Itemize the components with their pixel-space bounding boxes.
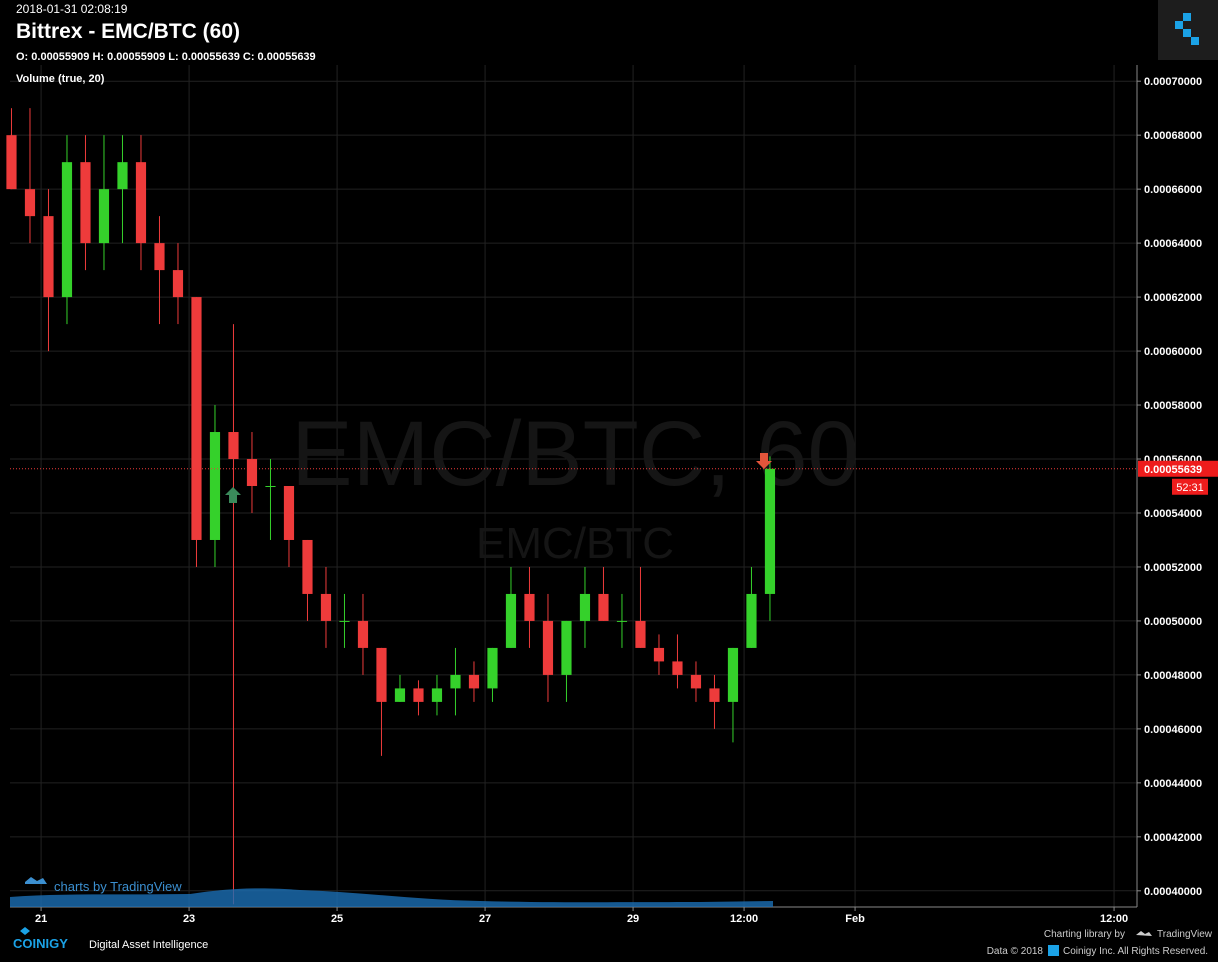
- coinigy-mini: [1048, 945, 1059, 956]
- candle-body: [265, 486, 276, 487]
- timestamp: 2018-01-31 02:08:19: [16, 2, 128, 16]
- candle-body: [302, 539, 313, 594]
- y-tick-label: 0.00050000: [1144, 616, 1202, 628]
- candle-body: [283, 486, 295, 540]
- tv-icon: [25, 877, 47, 884]
- candle-body: [339, 620, 350, 622]
- y-tick-label: 0.00070000: [1144, 76, 1202, 88]
- candle-body: [135, 162, 147, 244]
- y-tick-label: 0.00060000: [1144, 346, 1202, 358]
- candle-body: [80, 162, 91, 244]
- x-tick-label: 25: [331, 913, 343, 925]
- candle-body: [320, 593, 332, 621]
- candle-body: [487, 647, 498, 689]
- y-tick-label: 0.00068000: [1144, 130, 1202, 142]
- y-tick-label: 0.00064000: [1144, 238, 1202, 250]
- last-price-label: 0.00055639: [1144, 464, 1202, 476]
- candle-body: [727, 647, 739, 702]
- candle-body: [561, 620, 572, 675]
- y-tick-label: 0.00042000: [1144, 832, 1202, 844]
- brand: COINIGY: [13, 936, 68, 951]
- candle-body: [413, 688, 424, 702]
- candle-body: [246, 459, 258, 486]
- candle-body: [154, 243, 165, 271]
- candle-body: [468, 674, 480, 689]
- countdown-box: [1172, 478, 1208, 495]
- y-tick-label: 0.00054000: [1144, 508, 1202, 520]
- candle-body: [524, 593, 535, 621]
- candle-body: [394, 688, 406, 702]
- y-tick-label: 0.00058000: [1144, 400, 1202, 412]
- candle-body: [450, 674, 461, 689]
- coinigy-icon: [20, 927, 30, 935]
- data-credit: Data © 2018: [987, 946, 1044, 957]
- candle-body: [579, 593, 591, 621]
- countdown: 52:31: [1176, 482, 1204, 494]
- candles: [6, 108, 776, 905]
- x-tick-label: 27: [479, 913, 491, 925]
- volume-area: [10, 888, 773, 907]
- last-price-box: [1138, 460, 1218, 477]
- y-tick-label: 0.00052000: [1144, 562, 1202, 574]
- candle-body: [672, 661, 683, 675]
- tagline: Digital Asset Intelligence: [89, 939, 208, 951]
- candle-body: [653, 647, 665, 662]
- y-tick-label: 0.00048000: [1144, 670, 1202, 682]
- watermark-sub: EMC/BTC: [476, 519, 674, 568]
- charts-by: charts by TradingView: [54, 879, 182, 894]
- library-by: Charting library by: [1044, 929, 1125, 940]
- y-tick-label: 0.00046000: [1144, 724, 1202, 736]
- ohlc-legend: O: 0.00055909 H: 0.00055909 L: 0.0005563…: [16, 51, 316, 63]
- study-legend: Volume (true, 20): [16, 73, 105, 85]
- logo: [1158, 0, 1218, 60]
- y-tick-label: 0.00062000: [1144, 292, 1202, 304]
- candle-body: [746, 593, 757, 648]
- candle-body: [542, 620, 554, 675]
- candle-body: [505, 593, 517, 648]
- y-tick-label: 0.00044000: [1144, 778, 1202, 790]
- x-tick-label: 12:00: [1100, 913, 1128, 925]
- y-tick-label: 0.00066000: [1144, 184, 1202, 196]
- candle-body: [228, 432, 239, 460]
- buy-marker: [225, 487, 241, 503]
- y-tick-label: 0.00040000: [1144, 886, 1202, 898]
- candle-body: [431, 688, 443, 702]
- x-tick-label: 12:00: [730, 913, 758, 925]
- candle-body: [635, 620, 646, 648]
- rights: Coinigy Inc. All Rights Reserved.: [1063, 946, 1208, 957]
- candle-body: [43, 216, 54, 298]
- library: TradingView: [1157, 929, 1213, 940]
- candle-body: [117, 162, 128, 190]
- candle-body: [6, 135, 17, 190]
- tv-icon-small: [1136, 931, 1152, 936]
- chart-title: Bittrex - EMC/BTC (60): [16, 20, 240, 43]
- candle-body: [709, 688, 720, 702]
- x-tick-label: 23: [183, 913, 195, 925]
- candle-body: [24, 189, 36, 217]
- sell-marker: [756, 453, 772, 469]
- candle-body: [209, 432, 221, 540]
- candle-body: [191, 297, 202, 540]
- x-tick-label: 21: [35, 913, 47, 925]
- x-tick-label: 29: [627, 913, 639, 925]
- candle-body: [598, 593, 609, 621]
- candle-body: [172, 270, 184, 298]
- candle-body: [616, 620, 628, 622]
- candle-body: [357, 620, 369, 648]
- candle-body: [764, 468, 776, 594]
- candle-body: [98, 189, 110, 244]
- candle-body: [376, 647, 387, 702]
- x-tick-label: Feb: [845, 913, 865, 925]
- candle-body: [61, 162, 73, 298]
- candle-body: [690, 674, 702, 689]
